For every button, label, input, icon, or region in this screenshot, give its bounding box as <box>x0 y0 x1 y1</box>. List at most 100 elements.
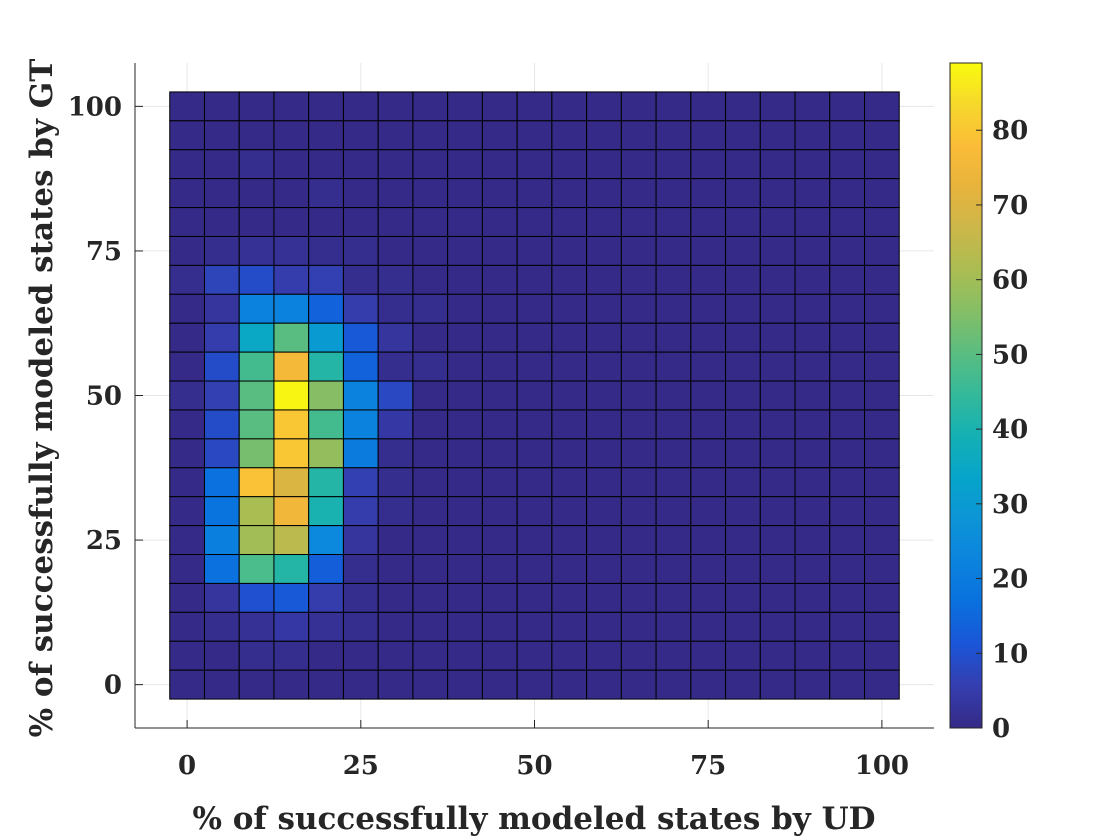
heatmap-cell <box>169 91 205 122</box>
y-tick-label: 50 <box>86 382 122 412</box>
heatmap-cell <box>273 293 310 324</box>
heatmap-cell <box>551 582 588 613</box>
heatmap-cell <box>829 380 866 411</box>
heatmap-cell <box>377 149 414 180</box>
heatmap-cell <box>308 293 344 324</box>
heatmap-cell <box>308 611 344 642</box>
heatmap-cell <box>412 235 449 266</box>
heatmap-cell <box>516 611 553 642</box>
heatmap-cell <box>864 669 900 700</box>
heatmap-cell <box>655 496 692 527</box>
heatmap-cell <box>620 467 657 498</box>
y-tick-label: 25 <box>86 526 122 556</box>
heatmap-cell <box>481 264 518 295</box>
heatmap-cell <box>447 207 483 237</box>
heatmap-cell <box>586 409 622 440</box>
heatmap-cell <box>481 467 518 498</box>
heatmap-cell <box>342 91 379 122</box>
heatmap-cell <box>169 351 205 382</box>
heatmap-cell <box>794 669 831 700</box>
heatmap-cell <box>342 351 379 382</box>
heatmap-cell <box>794 264 831 295</box>
heatmap-cell <box>273 120 310 151</box>
heatmap-cell <box>447 554 483 584</box>
heatmap-cell <box>829 554 866 584</box>
heatmap-cell <box>377 438 414 469</box>
heatmap-cell <box>169 496 205 527</box>
heatmap-cell <box>238 554 275 584</box>
heatmap-cell <box>308 351 344 382</box>
heatmap-cell <box>203 438 240 469</box>
heatmap-cell <box>169 669 205 700</box>
heatmap-cell <box>308 91 344 122</box>
heatmap-cell <box>725 611 761 642</box>
heatmap-cell <box>829 207 866 237</box>
heatmap-cell <box>759 322 796 353</box>
heatmap-cell <box>377 351 414 382</box>
heatmap-cell <box>169 467 205 498</box>
heatmap-cell <box>203 351 240 382</box>
heatmap-cell <box>690 91 727 122</box>
heatmap-cell <box>829 149 866 180</box>
heatmap-cell <box>308 207 344 237</box>
heatmap-cell <box>412 322 449 353</box>
heatmap-cell <box>169 178 205 209</box>
heatmap-cell <box>169 264 205 295</box>
heatmap-cell <box>516 554 553 584</box>
heatmap-cell <box>690 293 727 324</box>
heatmap-cell <box>238 351 275 382</box>
heatmap-cell <box>586 235 622 266</box>
heatmap-cell <box>586 264 622 295</box>
heatmap-cell <box>829 178 866 209</box>
heatmap-cell <box>377 322 414 353</box>
heatmap-cell <box>864 178 900 209</box>
x-tick-label: 25 <box>343 751 379 781</box>
heatmap-cell <box>203 91 240 122</box>
heatmap-cell <box>620 525 657 556</box>
heatmap-cell <box>864 438 900 469</box>
heatmap-cell <box>551 496 588 527</box>
heatmap-cell <box>481 496 518 527</box>
heatmap-cell <box>481 640 518 671</box>
heatmap-cell <box>620 264 657 295</box>
heatmap-cell <box>273 496 310 527</box>
heatmap-cell <box>690 554 727 584</box>
heatmap-cell <box>551 264 588 295</box>
heatmap-cell <box>794 611 831 642</box>
heatmap-cell <box>864 496 900 527</box>
heatmap-cell <box>273 380 310 411</box>
heatmap-cell <box>308 640 344 671</box>
heatmap-cell <box>238 293 275 324</box>
heatmap-cell <box>203 554 240 584</box>
heatmap-cell <box>412 467 449 498</box>
y-axis-title: % of successfully modeled states by GT <box>24 59 60 738</box>
heatmap-cell <box>794 178 831 209</box>
heatmap-cell <box>308 322 344 353</box>
heatmap-cell <box>273 438 310 469</box>
heatmap-cell <box>516 207 553 237</box>
heatmap-cell <box>377 293 414 324</box>
heatmap-cell <box>273 582 310 613</box>
heatmap-cell <box>377 669 414 700</box>
x-tick-label: 100 <box>855 751 909 781</box>
heatmap-cell <box>794 322 831 353</box>
heatmap-cell <box>169 120 205 151</box>
heatmap-cell <box>273 611 310 642</box>
heatmap-cell <box>620 235 657 266</box>
heatmap-cell <box>551 554 588 584</box>
heatmap-cell <box>516 438 553 469</box>
x-tick-label: 0 <box>178 751 196 781</box>
heatmap-cell <box>725 554 761 584</box>
heatmap-cell <box>412 149 449 180</box>
heatmap-cell <box>273 669 310 700</box>
heatmap-cell <box>690 438 727 469</box>
heatmap-cell <box>725 322 761 353</box>
heatmap-cell <box>864 351 900 382</box>
heatmap-cell <box>829 640 866 671</box>
heatmap-cell <box>273 264 310 295</box>
heatmap-cell <box>516 322 553 353</box>
heatmap-cell <box>620 669 657 700</box>
heatmap-cell <box>586 149 622 180</box>
heatmap-cell <box>759 496 796 527</box>
heatmap-cell <box>342 438 379 469</box>
